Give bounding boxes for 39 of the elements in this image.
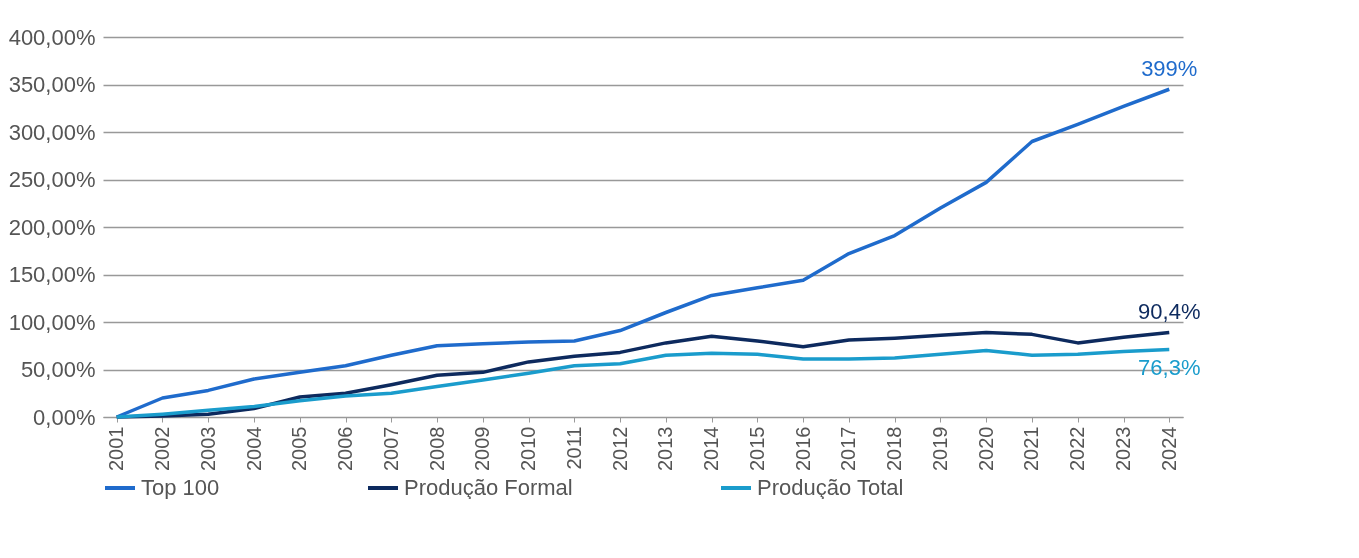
y-tick-label: 0,00% [33,404,96,430]
y-tick-label: 200,00% [8,214,96,240]
annotation: 76,3% [1138,354,1201,380]
legend-label: Produção Formal [404,475,573,500]
x-tick-label: 2005 [288,426,311,471]
x-tick-label: 2024 [1157,426,1180,471]
y-tick-label: 50,00% [20,357,96,382]
x-tick-label: 2020 [974,426,997,471]
x-tick-label: 2016 [791,426,814,471]
legend-label: Produção Total [757,475,904,500]
x-tick-label: 2001 [105,426,128,471]
x-tick-label: 2002 [150,426,173,471]
annotation: 90,4% [1138,299,1201,325]
x-tick-label: 2019 [928,426,951,471]
x-tick-label: 2021 [1020,426,1043,471]
x-tick-label: 2010 [517,426,540,471]
x-tick-label: 2004 [242,426,265,471]
x-tick-label: 2011 [562,426,585,470]
y-tick-label: 350,00% [8,72,96,97]
y-tick-label: 250,00% [8,167,96,192]
x-tick-label: 2006 [334,426,357,471]
x-tick-label: 2023 [1112,426,1135,471]
x-tick-label: 2012 [608,426,631,471]
y-tick-label: 100,00% [8,309,96,335]
y-tick-label: 300,00% [8,119,96,145]
x-tick-label: 2017 [837,426,860,471]
y-tick-label: 150,00% [8,262,96,287]
x-tick-label: 2009 [471,426,494,471]
x-tick-label: 2018 [883,426,906,471]
annotation: 399% [1141,56,1198,82]
legend-label: Top 100 [141,475,220,500]
x-tick-label: 2003 [196,426,219,471]
x-tick-label: 2022 [1066,426,1089,471]
x-tick-label: 2013 [654,426,677,471]
y-tick-label: 400,00% [8,24,96,50]
x-tick-label: 2008 [425,426,448,471]
x-tick-label: 2007 [379,426,402,471]
x-tick-label: 2014 [700,426,723,471]
x-tick-label: 2015 [745,426,768,471]
